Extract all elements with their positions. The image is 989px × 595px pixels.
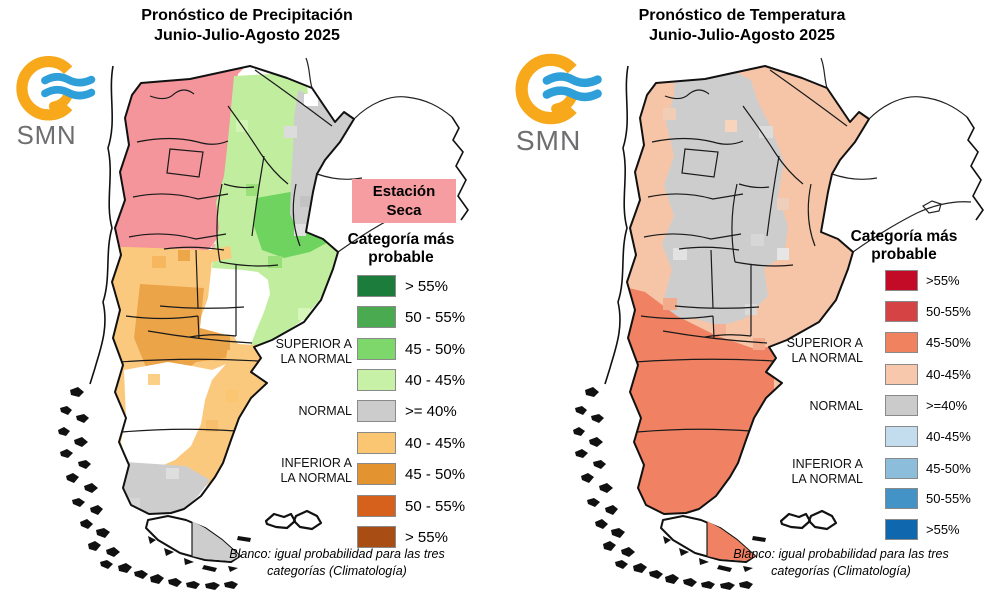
legend-swatch bbox=[357, 400, 396, 422]
legend-swatch bbox=[885, 332, 918, 353]
legend-label: 50-55% bbox=[926, 304, 971, 319]
legend-item: 40-45% bbox=[885, 364, 971, 385]
legend-label: 45 - 50% bbox=[405, 465, 466, 483]
legend-item: 40 - 45% bbox=[357, 369, 465, 391]
group-label-inferior: INFERIOR A LA NORMAL bbox=[280, 456, 352, 485]
legend-swatch bbox=[357, 369, 396, 391]
legend-swatch bbox=[357, 432, 396, 454]
legend-heading: Categoría más probable bbox=[850, 228, 958, 263]
legend-swatch bbox=[885, 301, 918, 322]
legend-swatch bbox=[885, 395, 918, 416]
dry-season-badge: Estación Seca bbox=[352, 179, 456, 223]
legend-swatch bbox=[885, 426, 918, 447]
legend-item: >55% bbox=[885, 270, 960, 291]
legend-item: >=40% bbox=[885, 395, 967, 416]
region-normal-central bbox=[662, 66, 788, 326]
title-line1: Pronóstico de Temperatura bbox=[638, 7, 846, 24]
title-line2: Junio-Julio-Agosto 2025 bbox=[649, 27, 835, 44]
region-below-normal-mid bbox=[134, 284, 230, 372]
legend-label: >=40% bbox=[926, 398, 968, 413]
legend-label: > 55% bbox=[405, 277, 448, 295]
legend-item: > 55% bbox=[357, 275, 448, 297]
legend-item: 50 - 55% bbox=[357, 495, 465, 517]
legend-label: 45-50% bbox=[926, 461, 971, 476]
legend-swatch bbox=[885, 519, 918, 540]
legend-swatch bbox=[357, 338, 396, 360]
legend-item: 45 - 50% bbox=[357, 463, 465, 485]
legend-swatch bbox=[885, 270, 918, 291]
legend-item: 45 - 50% bbox=[357, 338, 465, 360]
legend-swatch bbox=[357, 495, 396, 517]
tierra-del-fuego-region bbox=[707, 521, 755, 561]
atlantic-coastline bbox=[966, 116, 984, 221]
wave-icon bbox=[542, 86, 602, 102]
wave-icon bbox=[41, 85, 96, 100]
smn-ring-icon bbox=[16, 56, 73, 121]
precipitation-map bbox=[58, 57, 469, 590]
malvinas-islands bbox=[264, 509, 323, 531]
legend-label: 40-45% bbox=[926, 429, 971, 444]
smn-logo-text: SMN bbox=[516, 124, 581, 156]
legend-swatch bbox=[357, 306, 396, 328]
title-line2: Junio-Julio-Agosto 2025 bbox=[154, 27, 340, 44]
title-line1: Pronóstico de Precipitación bbox=[141, 7, 353, 24]
footnote: Blanco: igual probabilidad para las tres… bbox=[733, 547, 949, 578]
legend-item: >55% bbox=[885, 519, 960, 540]
chile-coastline bbox=[604, 65, 629, 385]
region-above-normal-mid bbox=[627, 282, 774, 514]
legend-item: >= 40% bbox=[357, 400, 457, 422]
legend-item: 50-55% bbox=[885, 488, 971, 509]
footnote: Blanco: igual probabilidad para las tres… bbox=[229, 547, 445, 578]
legend-label: 50 - 55% bbox=[405, 497, 466, 515]
legend-label: 45 - 50% bbox=[405, 340, 466, 358]
legend-label: > 55% bbox=[405, 528, 448, 546]
malvinas-islands bbox=[779, 509, 838, 531]
group-label-normal: NORMAL bbox=[298, 404, 352, 418]
legend-swatch bbox=[357, 526, 396, 548]
legend-item: 45-50% bbox=[885, 332, 971, 353]
group-label-normal: NORMAL bbox=[809, 399, 863, 413]
legend-swatch bbox=[357, 463, 396, 485]
wave-icon bbox=[41, 72, 96, 87]
region-dry-season bbox=[112, 66, 252, 262]
page-title: Pronóstico de Precipitación Junio-Julio-… bbox=[0, 6, 494, 46]
legend-label: 40 - 45% bbox=[405, 371, 466, 389]
wave-icon bbox=[542, 72, 602, 88]
legend-label: >= 40% bbox=[405, 402, 457, 420]
group-label-inferior: INFERIOR A LA NORMAL bbox=[791, 457, 863, 486]
smn-logo: SMN bbox=[16, 56, 96, 150]
legend-label: 50-55% bbox=[926, 491, 971, 506]
legend-label: 50 - 55% bbox=[405, 308, 466, 326]
legend-item: > 55% bbox=[357, 526, 448, 548]
legend-item: 50-55% bbox=[885, 301, 971, 322]
region-climatology-white bbox=[121, 362, 226, 470]
legend-label: >55% bbox=[926, 273, 960, 288]
precipitation-panel: Pronóstico de Precipitación Junio-Julio-… bbox=[0, 0, 494, 595]
temperature-panel: Pronóstico de Temperatura Junio-Julio-Ag… bbox=[495, 0, 989, 595]
legend-item: 45-50% bbox=[885, 458, 971, 479]
legend-heading: Categoría más probable bbox=[347, 231, 455, 266]
legend-item: 50 - 55% bbox=[357, 306, 465, 328]
smn-logo-text: SMN bbox=[17, 122, 77, 150]
tierra-del-fuego-region bbox=[192, 521, 240, 561]
legend-item: 40-45% bbox=[885, 426, 971, 447]
legend-label: 40 - 45% bbox=[405, 434, 466, 452]
temperature-map bbox=[573, 57, 984, 590]
smn-ring-icon bbox=[515, 53, 577, 125]
legend-label: 40-45% bbox=[926, 367, 971, 382]
legend-label: >55% bbox=[926, 522, 960, 537]
legend-swatch bbox=[357, 275, 396, 297]
smn-logo: SMN bbox=[515, 53, 602, 156]
group-label-superior: SUPERIOR A LA NORMAL bbox=[275, 337, 352, 366]
legend-label: 45-50% bbox=[926, 335, 971, 350]
legend-swatch bbox=[885, 364, 918, 385]
legend-swatch bbox=[885, 458, 918, 479]
legend-item: 40 - 45% bbox=[357, 432, 465, 454]
page-title: Pronóstico de Temperatura Junio-Julio-Ag… bbox=[495, 6, 989, 46]
legend-swatch bbox=[885, 488, 918, 509]
group-label-superior: SUPERIOR A LA NORMAL bbox=[786, 336, 863, 365]
